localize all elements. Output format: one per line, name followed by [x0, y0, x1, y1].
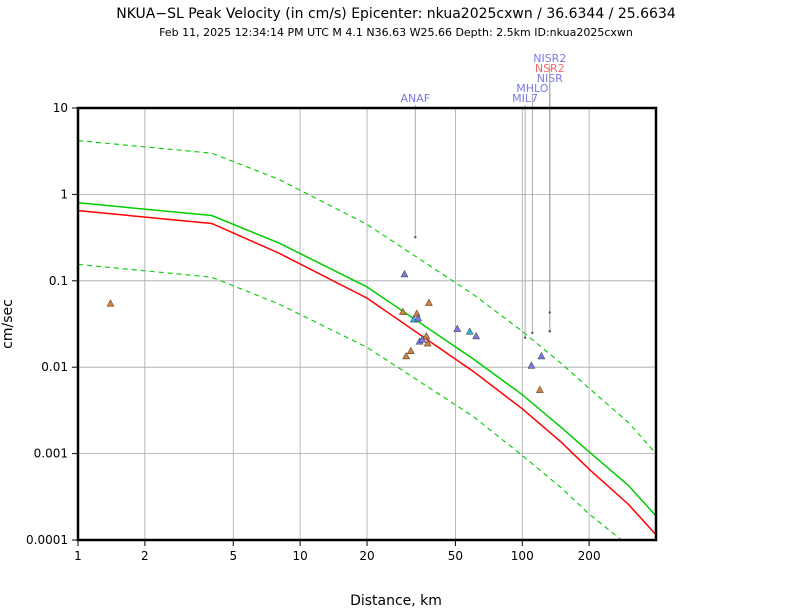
station-label: ANAF — [401, 92, 431, 105]
leader-dot — [523, 336, 527, 339]
data-point — [465, 327, 474, 335]
x-tick-label: 10 — [292, 549, 307, 563]
y-axis: 0.0001 0.001 0.01 0.1 1 10 — [26, 101, 78, 547]
y-tick-label: 10 — [53, 101, 68, 115]
grid — [78, 108, 656, 540]
x-tick-label: 2 — [141, 549, 149, 563]
station-label: MIL7 — [512, 92, 538, 105]
y-tick-label: 0.0001 — [26, 533, 68, 547]
station-label: NISR2 — [533, 52, 566, 65]
x-tick-label: 1 — [74, 549, 82, 563]
data-point — [537, 351, 546, 360]
data-point — [472, 331, 481, 340]
y-tick-label: 1 — [60, 187, 68, 201]
curves — [77, 140, 657, 541]
data-point — [425, 298, 433, 306]
chart-subtitle: Feb 11, 2025 12:34:14 PM UTC M 4.1 N36.6… — [159, 26, 633, 39]
curve-median-red — [77, 209, 657, 536]
station-label: MHLO — [516, 82, 548, 95]
x-tick-label: 20 — [359, 549, 374, 563]
chart-title: NKUA−SL Peak Velocity (in cm/s) Epicente… — [116, 6, 676, 22]
data-point — [412, 309, 421, 317]
x-tick-label: 5 — [229, 549, 237, 563]
curve-median-green — [77, 202, 657, 517]
x-tick-label: 50 — [448, 549, 463, 563]
data-point — [398, 307, 407, 315]
data-point — [406, 346, 415, 355]
data-point — [106, 299, 115, 307]
leader-dot — [531, 331, 534, 335]
x-axis: 1 2 5 10 20 50 100 200 — [74, 540, 601, 563]
data-point — [453, 324, 462, 332]
y-tick-label: 0.001 — [34, 447, 68, 461]
data-point — [422, 331, 431, 340]
data-point — [535, 385, 544, 393]
y-axis-label: cm/sec — [0, 299, 16, 349]
data-point — [414, 314, 423, 322]
leader-dot — [414, 235, 417, 239]
curve-upper-green — [77, 140, 657, 454]
data-point — [423, 339, 432, 347]
curve-lower-green — [77, 263, 622, 541]
leader-dot — [548, 311, 551, 314]
data-point — [402, 351, 411, 360]
data-point — [527, 361, 536, 369]
leader-dot — [548, 330, 551, 333]
data-point — [400, 269, 409, 278]
x-tick-label: 100 — [511, 549, 534, 563]
x-tick-label: 200 — [578, 549, 601, 563]
x-axis-label: Distance, km — [350, 593, 442, 609]
y-tick-label: 0.1 — [49, 274, 68, 288]
data-points — [106, 269, 546, 393]
y-tick-label: 0.01 — [41, 360, 68, 374]
